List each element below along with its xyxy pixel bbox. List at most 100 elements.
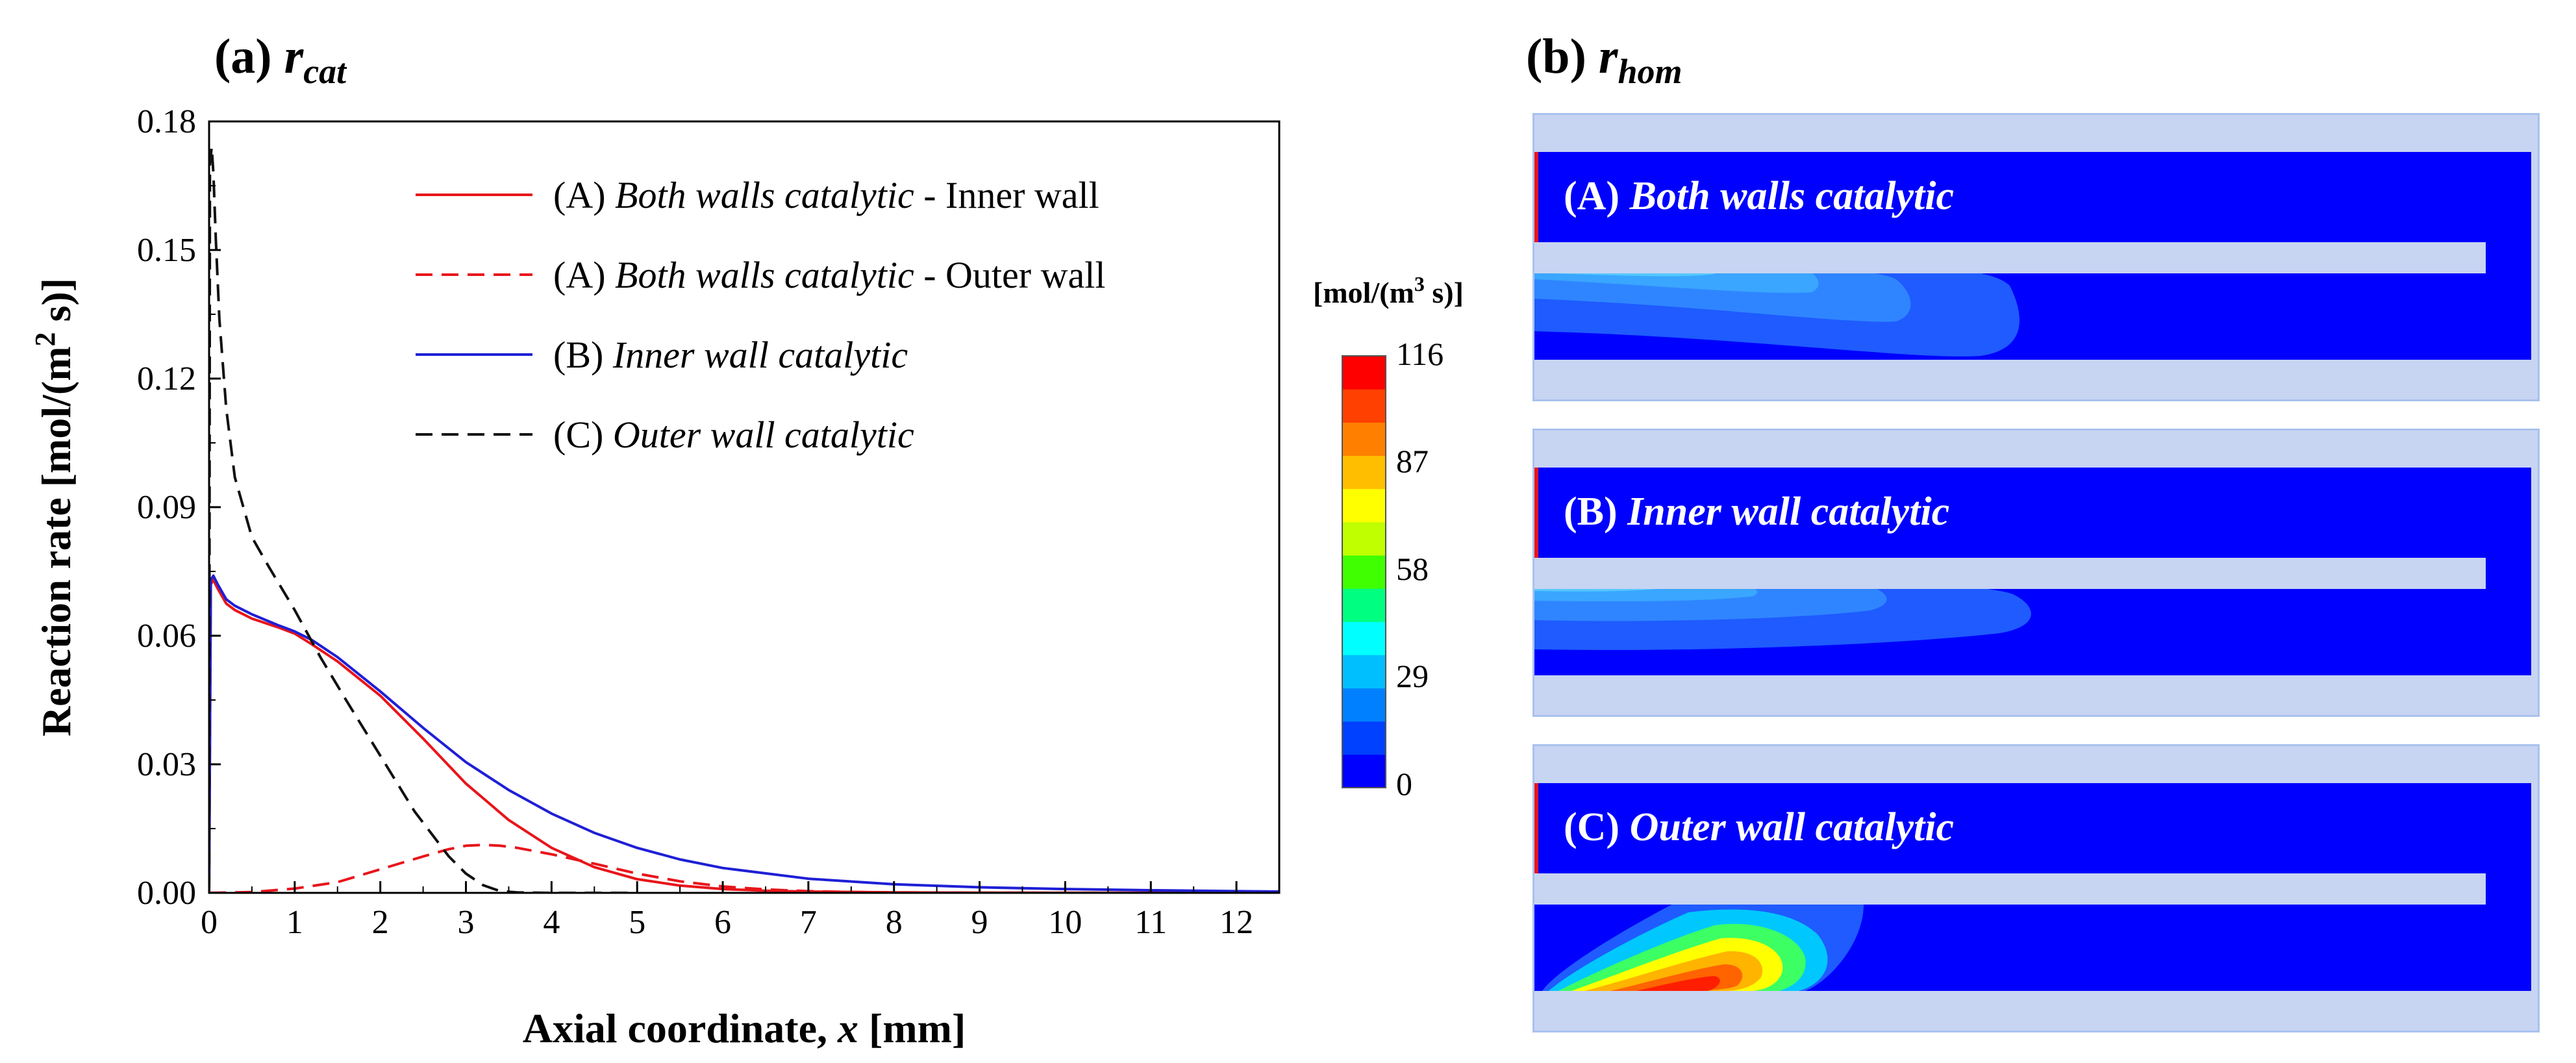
colorbar-tick-87: 87 — [1396, 443, 1429, 479]
colorbar-band-1 — [1342, 721, 1386, 755]
contour-b-inner-wall — [1534, 558, 2486, 589]
colorbar-band-11 — [1342, 389, 1386, 423]
x-tick-label-8: 8 — [886, 904, 903, 941]
plot-frame — [208, 120, 1281, 894]
legend-label-italic: Both walls catalytic — [615, 254, 914, 296]
colorbar-band-2 — [1342, 688, 1386, 722]
panel-a-title: (a) rcat — [214, 29, 347, 91]
x-tick-label-12: 12 — [1219, 904, 1253, 941]
legend-label-prefix: (A) — [553, 254, 615, 296]
colorbar-band-5 — [1342, 588, 1386, 622]
contour-c-inlet-edge — [1534, 783, 1538, 894]
x-tick-label-4: 4 — [543, 904, 560, 941]
x-tick-label-5: 5 — [629, 904, 645, 941]
legend-label-italic: Inner wall catalytic — [612, 334, 908, 376]
legend-label-prefix: (B) — [553, 334, 613, 376]
colorbar-unit-suffix: s)] — [1425, 276, 1464, 309]
contour-b-label-prefix: (B) — [1564, 490, 1627, 534]
colorbar-band-8 — [1342, 488, 1386, 523]
colorbar-tick-58: 58 — [1396, 551, 1429, 587]
legend-label-prefix: (A) — [553, 174, 615, 216]
legend-label-italic: Outer wall catalytic — [613, 414, 914, 456]
x-tick-label-6: 6 — [714, 904, 731, 941]
contour-b-label: (B) Inner wall catalytic — [1564, 490, 1949, 534]
x-tick-label-9: 9 — [971, 904, 988, 941]
y-axis-label: Reaction rate [mol/(m2 s)] — [29, 278, 79, 736]
legend-label-3: (C) Outer wall catalytic — [553, 414, 914, 456]
colorbar-tick-116: 116 — [1396, 336, 1444, 372]
panel-b-subscript: hom — [1618, 52, 1682, 91]
contour-b-inlet-edge — [1534, 468, 1538, 578]
colorbar-unit-prefix: [mol/(m — [1313, 276, 1414, 309]
y-tick-label-5: 0.15 — [137, 232, 196, 269]
panel-a-symbol: r — [284, 29, 305, 84]
colorbar-unit-sup: 3 — [1414, 272, 1425, 295]
legend-label-1: (A) Both walls catalytic - Outer wall — [553, 254, 1105, 296]
y-tick-label-1: 0.03 — [137, 746, 196, 783]
legend-label-2: (B) Inner wall catalytic — [553, 334, 908, 376]
legend-label-italic: Both walls catalytic — [615, 174, 914, 216]
x-axis-label-var: x — [837, 1005, 858, 1051]
y-axis-label-suffix: s)] — [33, 278, 79, 332]
contour-a-inlet-edge — [1534, 152, 1538, 262]
contour-a-label: (A) Both walls catalytic — [1564, 174, 1954, 218]
axes-layer: 0 1 2 3 4 5 6 7 8 9 10 11 120.000.030.060.090.120.15… — [137, 103, 1281, 941]
contour-c-level-7 — [1636, 976, 1720, 991]
colorbar: [mol/(m3 s)] 116 87 58 29 0 — [1313, 272, 1464, 802]
colorbar-tick-0: 0 — [1396, 766, 1412, 802]
colorbar-band-9 — [1342, 455, 1386, 490]
legend-label-0: (A) Both walls catalytic - Inner wall — [553, 174, 1099, 216]
colorbar-band-12 — [1342, 356, 1386, 390]
panel-a-label: (a) — [214, 29, 284, 84]
contour-a-inner-wall — [1534, 242, 2486, 273]
panel-b-label: (b) — [1526, 29, 1599, 84]
colorbar-band-4 — [1342, 621, 1386, 655]
series-line-3 — [209, 145, 638, 893]
x-tick-label-10: 10 — [1048, 904, 1082, 941]
colorbar-band-10 — [1342, 422, 1386, 456]
y-tick-label-2: 0.06 — [137, 618, 196, 655]
contour-a-label-italic: Both walls catalytic — [1629, 174, 1954, 218]
colorbar-bands — [1342, 356, 1386, 788]
series-line-0 — [209, 579, 1279, 893]
contour-a-label-prefix: (A) — [1564, 174, 1630, 218]
colorbar-band-3 — [1342, 655, 1386, 689]
legend-label-suffix: - Inner wall — [914, 174, 1099, 216]
x-tick-label-7: 7 — [800, 904, 817, 941]
x-tick-label-2: 2 — [372, 904, 389, 941]
series-line-1 — [209, 844, 1279, 893]
x-axis-label-prefix: Axial coordinate, — [523, 1005, 838, 1051]
contour-c-label-italic: Outer wall catalytic — [1630, 805, 1954, 849]
legend-label-suffix: - Outer wall — [914, 254, 1106, 296]
contour-b-label-italic: Inner wall catalytic — [1627, 490, 1949, 534]
panel-b-title: (b) rhom — [1526, 29, 1682, 91]
legend-label-prefix: (C) — [553, 414, 613, 456]
panel-b-symbol: r — [1599, 29, 1619, 84]
x-tick-label-3: 3 — [458, 904, 475, 941]
legend: (A) Both walls catalytic - Inner wall(A)… — [416, 174, 1105, 456]
y-axis-label-prefix: Reaction rate [mol/(m — [33, 346, 79, 736]
colorbar-band-0 — [1342, 754, 1386, 788]
contour-c-inner-wall — [1534, 873, 2486, 905]
panel-a-subscript: cat — [303, 52, 347, 91]
x-tick-label-1: 1 — [286, 904, 303, 941]
series-line-2 — [209, 574, 1279, 893]
colorbar-tick-29: 29 — [1396, 658, 1429, 694]
y-tick-label-4: 0.12 — [137, 360, 196, 397]
contour-c-field — [1534, 783, 1864, 991]
y-tick-label-3: 0.09 — [137, 489, 196, 526]
y-axis-label-sup: 2 — [29, 332, 61, 346]
colorbar-frame — [1342, 355, 1386, 788]
x-tick-label-0: 0 — [201, 904, 218, 941]
contour-c-label: (C) Outer wall catalytic — [1564, 805, 1954, 849]
y-tick-label-0: 0.00 — [137, 875, 196, 912]
contour-panel-a: (A) Both walls catalytic — [1532, 113, 2540, 401]
plot-area: 0 1 2 3 4 5 6 7 8 9 10 11 120.000.030.060.090.120.15… — [137, 103, 1281, 941]
colorbar-band-7 — [1342, 521, 1386, 556]
x-tick-label-11: 11 — [1134, 904, 1167, 941]
contour-c-label-prefix: (C) — [1564, 805, 1630, 849]
contour-panel-c: (C) Outer wall catalytic — [1532, 744, 2540, 1032]
colorbar-band-6 — [1342, 555, 1386, 589]
y-tick-label-6: 0.18 — [137, 103, 196, 140]
